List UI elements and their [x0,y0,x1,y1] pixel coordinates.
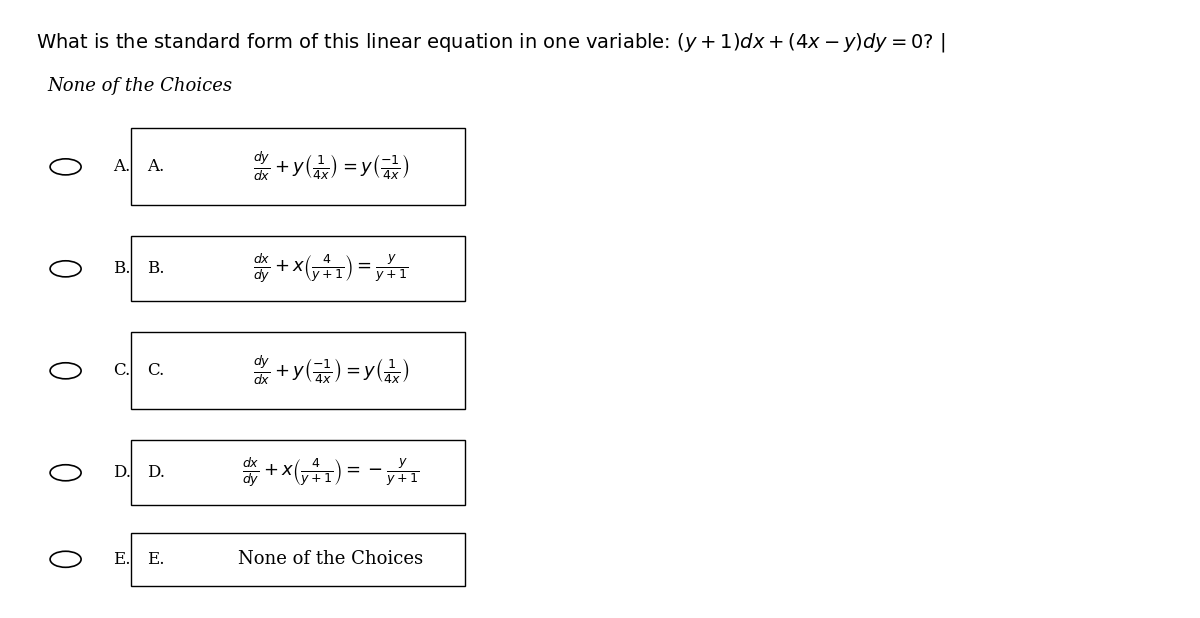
Text: What is the standard form of this linear equation in one variable: $(y + 1)dx + : What is the standard form of this linear… [36,31,946,54]
FancyBboxPatch shape [131,441,466,506]
Text: $\frac{dx}{dy} + x\left(\frac{4}{y+1}\right) = -\frac{y}{y+1}$: $\frac{dx}{dy} + x\left(\frac{4}{y+1}\ri… [242,456,420,489]
Text: B.: B. [113,260,131,277]
FancyBboxPatch shape [131,237,466,302]
Text: E.: E. [113,551,131,568]
Text: $\frac{dy}{dx} + y\left(\frac{-1}{4x}\right) = y\left(\frac{1}{4x}\right)$: $\frac{dy}{dx} + y\left(\frac{-1}{4x}\ri… [253,355,409,387]
Text: A.: A. [146,158,164,176]
Text: A.: A. [113,158,131,176]
Text: B.: B. [146,260,164,277]
FancyBboxPatch shape [131,129,466,206]
Text: $\frac{dx}{dy} + x\left(\frac{4}{y+1}\right) = \frac{y}{y+1}$: $\frac{dx}{dy} + x\left(\frac{4}{y+1}\ri… [253,252,408,286]
Text: D.: D. [113,464,131,481]
Text: C.: C. [146,362,164,379]
FancyBboxPatch shape [131,533,466,586]
FancyBboxPatch shape [131,332,466,409]
Text: E.: E. [146,551,164,568]
Text: D.: D. [146,464,164,481]
Text: None of the Choices: None of the Choices [48,77,233,95]
Text: C.: C. [113,362,131,379]
Text: None of the Choices: None of the Choices [239,550,424,569]
Text: $\frac{dy}{dx} + y\left(\frac{1}{4x}\right) = y\left(\frac{-1}{4x}\right)$: $\frac{dy}{dx} + y\left(\frac{1}{4x}\rig… [253,151,409,183]
